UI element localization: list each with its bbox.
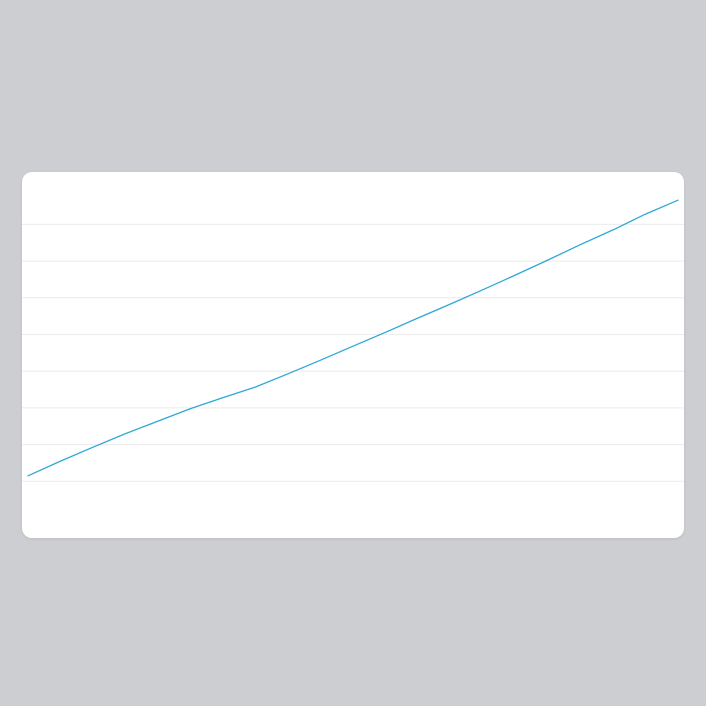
series-line-0 — [27, 199, 679, 477]
line-chart — [22, 199, 684, 482]
chart-card — [22, 172, 684, 538]
